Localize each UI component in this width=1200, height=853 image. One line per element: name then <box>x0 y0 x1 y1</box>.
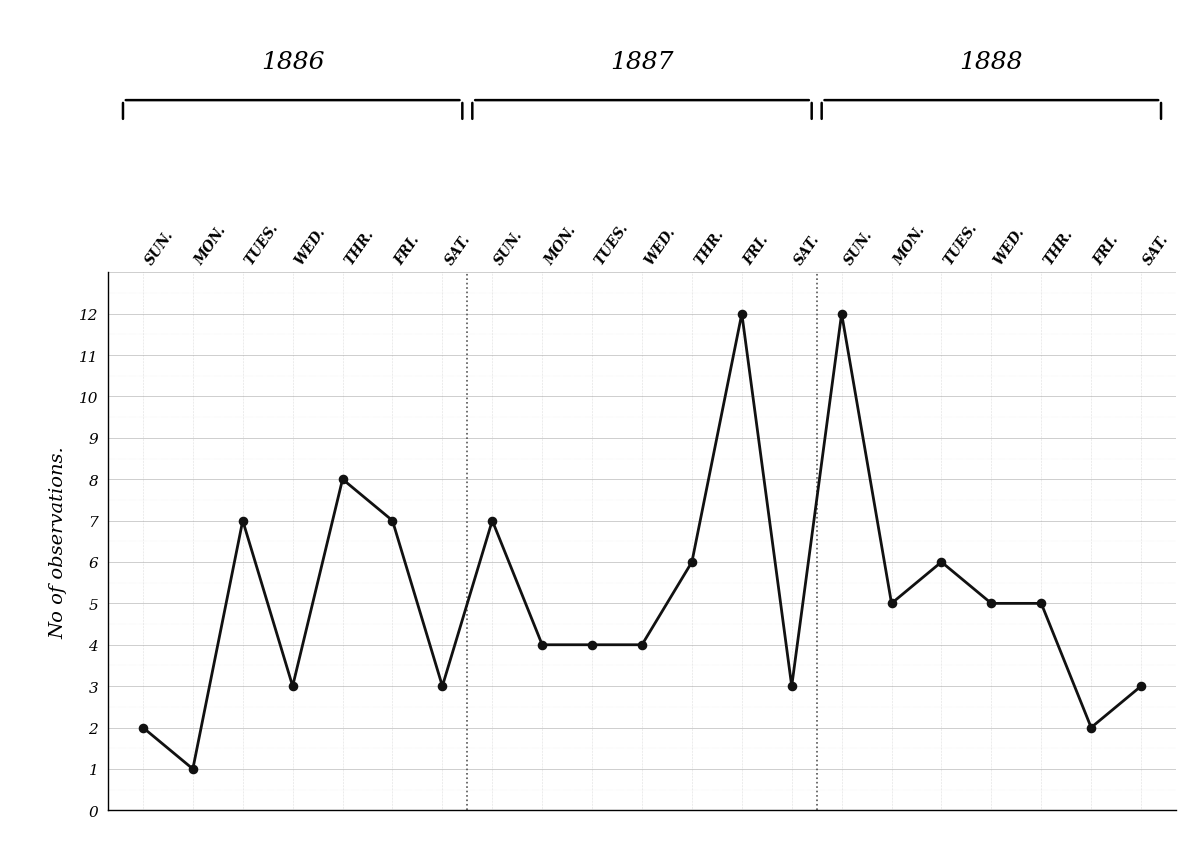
Point <box>832 307 851 321</box>
Text: WED.: WED. <box>293 224 329 267</box>
Point <box>632 638 652 652</box>
Point <box>1132 680 1151 693</box>
Text: THR.: THR. <box>692 227 726 267</box>
Text: SAT.: SAT. <box>792 232 822 267</box>
Text: FRI.: FRI. <box>1091 233 1122 267</box>
Point <box>882 597 901 611</box>
Point <box>283 680 302 693</box>
Point <box>982 597 1001 611</box>
Y-axis label: No of observations.: No of observations. <box>49 445 67 638</box>
Point <box>233 514 252 528</box>
Text: SUN.: SUN. <box>841 228 875 267</box>
Point <box>433 680 452 693</box>
Text: 1888: 1888 <box>960 51 1024 74</box>
Point <box>932 555 952 569</box>
Text: SUN.: SUN. <box>492 228 526 267</box>
Text: TUES.: TUES. <box>592 221 631 267</box>
Text: FRI.: FRI. <box>392 233 422 267</box>
Point <box>383 514 402 528</box>
Text: MON.: MON. <box>193 223 229 267</box>
Point <box>184 763 203 776</box>
Point <box>332 473 352 486</box>
Point <box>482 514 502 528</box>
Text: MON.: MON. <box>892 223 929 267</box>
Text: FRI.: FRI. <box>742 233 772 267</box>
Point <box>1032 597 1051 611</box>
Text: SAT.: SAT. <box>443 232 473 267</box>
Point <box>782 680 802 693</box>
Text: WED.: WED. <box>642 224 678 267</box>
Text: MON.: MON. <box>542 223 578 267</box>
Text: 1887: 1887 <box>611 51 673 74</box>
Text: THR.: THR. <box>1042 227 1075 267</box>
Text: WED.: WED. <box>991 224 1027 267</box>
Point <box>1081 721 1100 734</box>
Text: 1886: 1886 <box>260 51 324 74</box>
Point <box>732 307 751 321</box>
Text: TUES.: TUES. <box>942 221 980 267</box>
Text: TUES.: TUES. <box>242 221 282 267</box>
Point <box>133 721 152 734</box>
Point <box>533 638 552 652</box>
Point <box>582 638 601 652</box>
Text: THR.: THR. <box>342 227 377 267</box>
Point <box>683 555 702 569</box>
Text: SAT.: SAT. <box>1141 232 1171 267</box>
Text: SUN.: SUN. <box>143 228 176 267</box>
